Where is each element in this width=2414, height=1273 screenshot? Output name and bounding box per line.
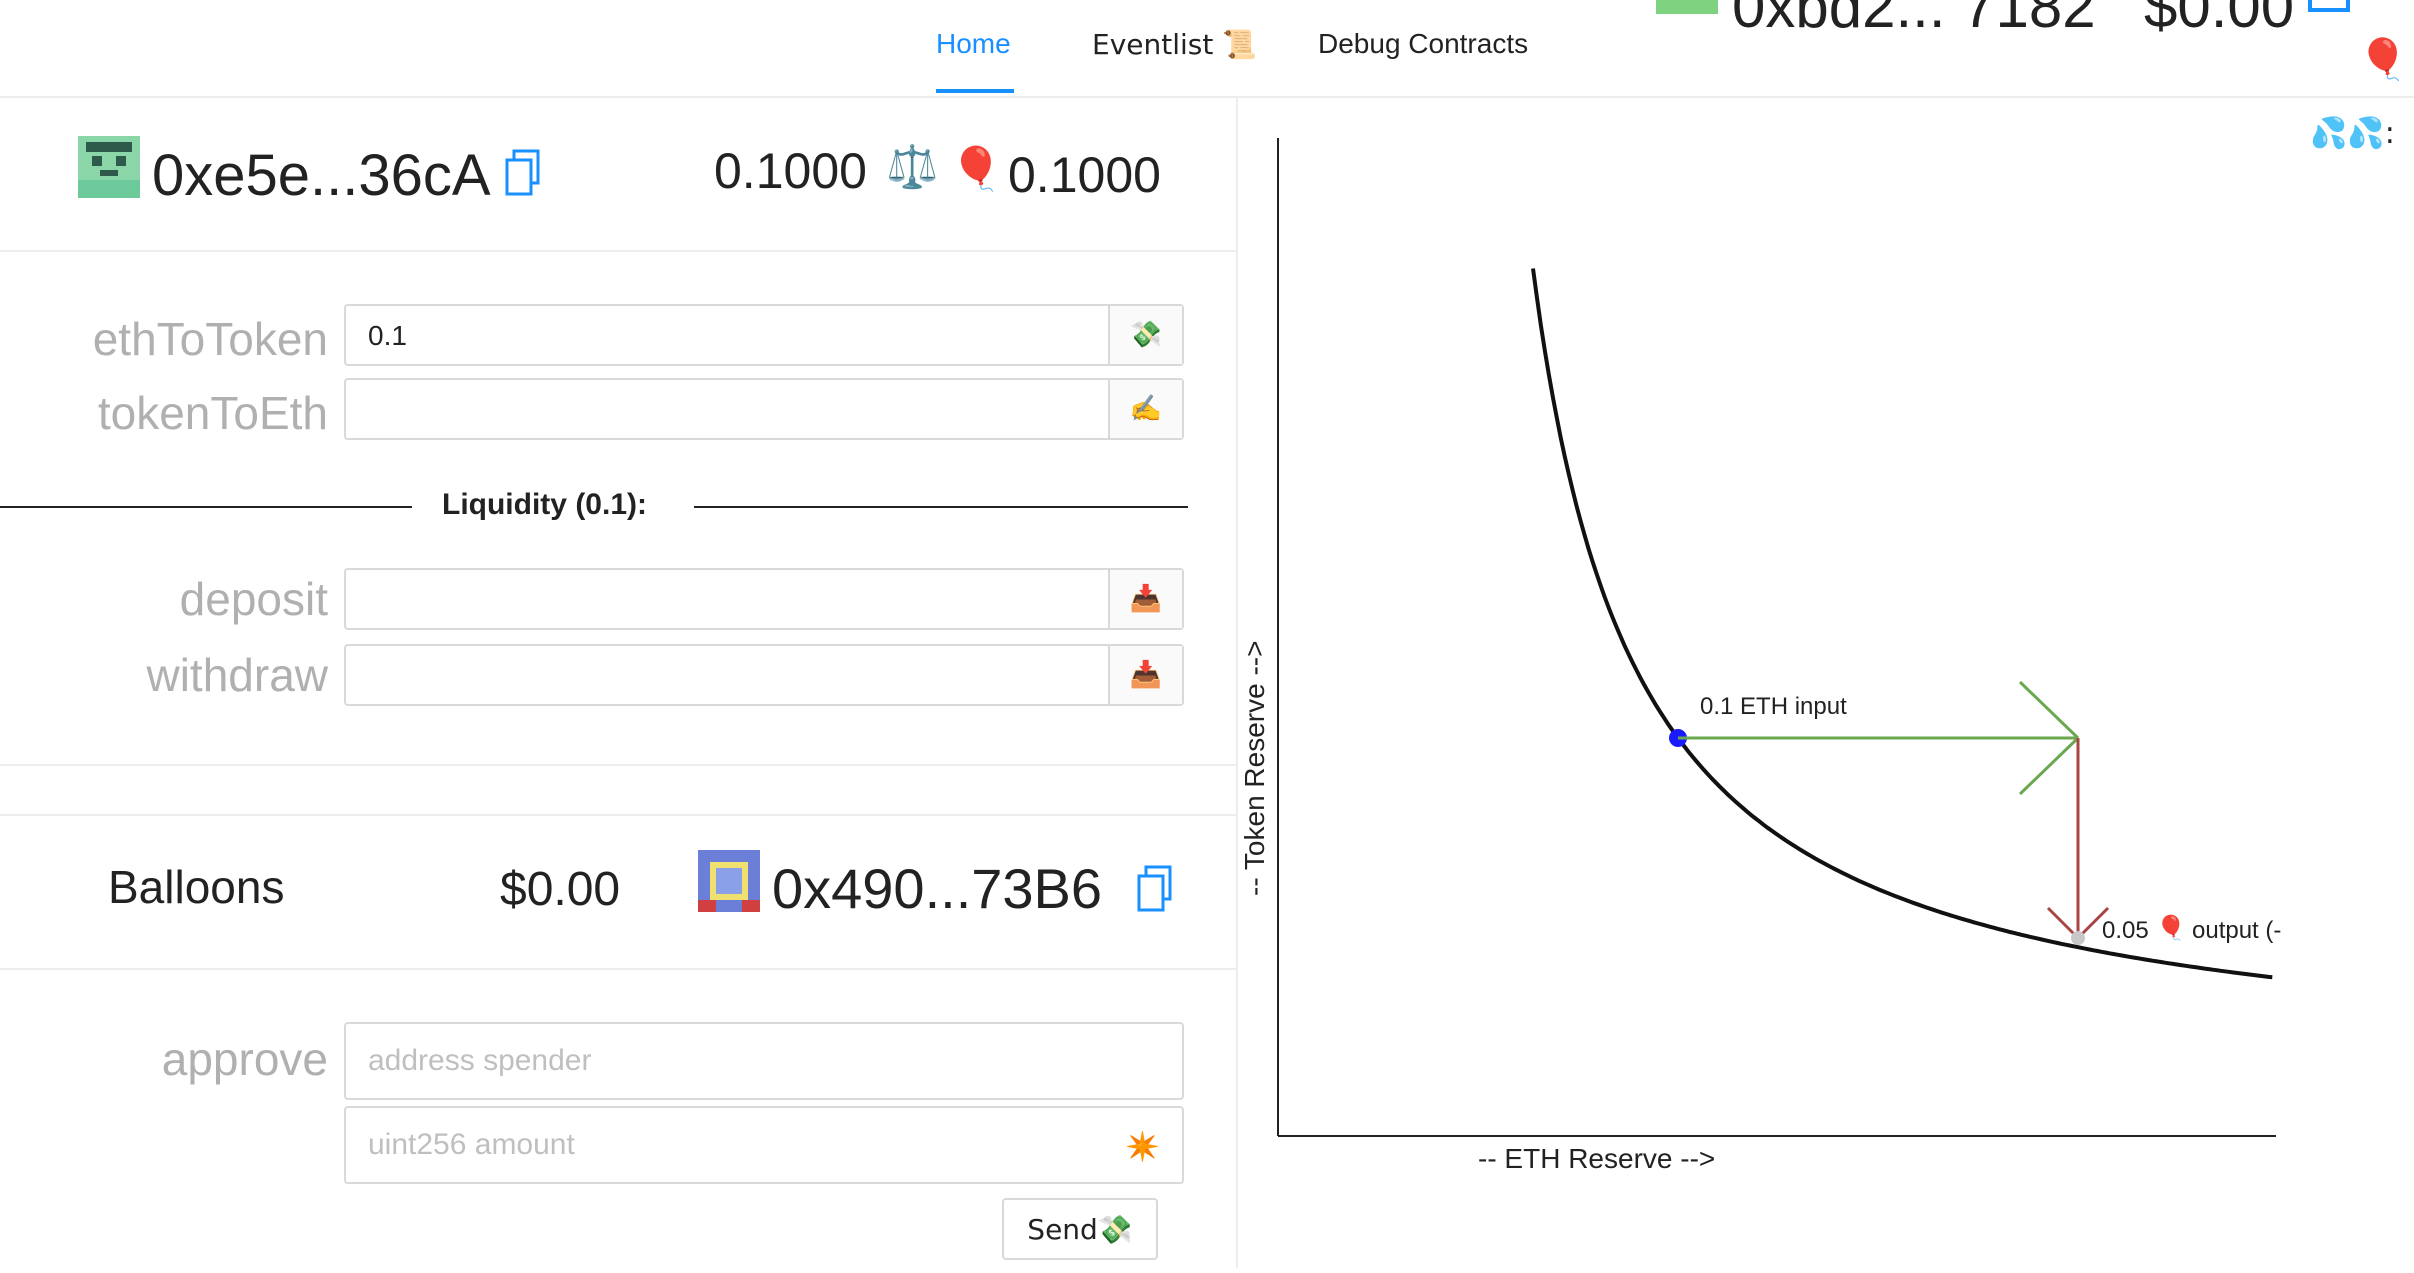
approve-amount-placeholder: uint256 amount <box>368 1128 575 1161</box>
output-arrow-head-left <box>2046 906 2080 940</box>
tab-eventlist-label: Eventlist 📜 <box>1092 28 1258 61</box>
token-copy-icon[interactable] <box>1136 864 1174 914</box>
curve-chart-svg: 0.1 ETH input 0.05 🎈 output (- -- ETH Reserv… <box>1239 138 2281 1174</box>
liquidity-divider-left <box>0 506 412 508</box>
token-to-eth-field[interactable]: ✍️ <box>344 378 1184 440</box>
eth-to-token-button[interactable]: 💸 <box>1108 306 1182 364</box>
scale-icon: ⚖️ <box>886 142 939 191</box>
liquidity-label: Liquidity (0.1): <box>442 488 647 521</box>
balloon-icon: 🎈 <box>2358 37 2408 83</box>
row-divider <box>0 250 1236 252</box>
y-axis-label: -- Token Reserve --> <box>1240 641 1270 896</box>
deposit-button[interactable]: 📥 <box>1108 570 1182 628</box>
account-balance-partial: $0.00 <box>2144 0 2295 40</box>
input-arrow-head-lower <box>2018 736 2080 796</box>
tab-debug-contracts[interactable]: Debug Contracts <box>1318 28 1529 59</box>
account-copy-icon[interactable] <box>2308 0 2350 12</box>
balloon-icon: 🎈 <box>950 144 1003 193</box>
row-divider <box>0 764 1236 766</box>
withdraw-label: withdraw <box>146 649 328 701</box>
output-annotation-suffix: output (- <box>2192 917 2281 944</box>
input-arrow-head-upper <box>2018 680 2080 740</box>
eth-to-token-label: ethToToken <box>92 313 328 365</box>
account-address-partial: 0xbd2... 7182 <box>1732 0 2096 40</box>
output-annotation-emoji: 🎈 <box>2156 913 2186 942</box>
deposit-label: deposit <box>179 573 328 625</box>
token-avatar <box>698 850 760 912</box>
curve-line <box>1531 268 2273 980</box>
wallet-token-balance: 0.1000 <box>1008 147 1161 203</box>
tab-active-indicator <box>936 89 1014 93</box>
x-axis-label: -- ETH Reserve --> <box>1478 1143 1715 1174</box>
eth-to-token-value: 0.1 <box>368 320 407 351</box>
tab-home[interactable]: Home <box>936 28 1011 59</box>
eth-to-token-field[interactable]: 0.1 💸 <box>344 304 1184 366</box>
approve-amount-field[interactable]: uint256 amount ✴️ <box>344 1106 1184 1184</box>
approve-label: approve <box>161 1033 328 1085</box>
tab-eventlist[interactable]: Eventlist 📜 <box>1092 28 1257 61</box>
token-to-eth-label: tokenToEth <box>97 387 328 439</box>
withdraw-button[interactable]: 📥 <box>1108 646 1182 704</box>
dex-panel: 0xe5e...36cA 0.1000 ⚖️ 🎈 0.1000 ethToTok… <box>0 98 1238 1268</box>
output-arrow-head-right <box>2076 906 2110 940</box>
token-to-eth-button[interactable]: ✍️ <box>1108 380 1182 438</box>
output-point <box>2071 931 2085 945</box>
curve-chart: 0.1 ETH input 0.05 🎈 output (- -- ETH Reserv… <box>1239 100 2414 1268</box>
liquidity-divider-right <box>694 506 1188 508</box>
wallet-copy-icon[interactable] <box>504 148 542 198</box>
output-annotation-amount: 0.05 <box>2102 917 2149 944</box>
send-button[interactable]: Send💸 <box>1002 1198 1158 1260</box>
faucet-label: 💦💦: <box>2310 116 2395 151</box>
input-annotation: 0.1 ETH input <box>1700 693 1847 720</box>
wallet-address: 0xe5e...36cA <box>152 143 491 208</box>
token-address: 0x490...73B6 <box>772 857 1103 920</box>
approve-spender-field[interactable]: address spender <box>344 1022 1184 1100</box>
token-name: Balloons <box>108 861 285 913</box>
deposit-field[interactable]: 📥 <box>344 568 1184 630</box>
token-price: $0.00 <box>500 863 621 916</box>
row-divider <box>0 968 1236 970</box>
withdraw-field[interactable]: 📥 <box>344 644 1184 706</box>
amount-multiplier-icon[interactable]: ✴️ <box>1125 1130 1160 1163</box>
wallet-eth-balance: 0.1000 <box>714 143 867 199</box>
account-avatar <box>1656 0 1718 14</box>
row-divider <box>0 814 1236 816</box>
approve-spender-placeholder: address spender <box>368 1044 592 1077</box>
top-nav: Home Eventlist 📜 Debug Contracts 0xbd2..… <box>0 0 2414 98</box>
wallet-avatar <box>78 136 140 198</box>
